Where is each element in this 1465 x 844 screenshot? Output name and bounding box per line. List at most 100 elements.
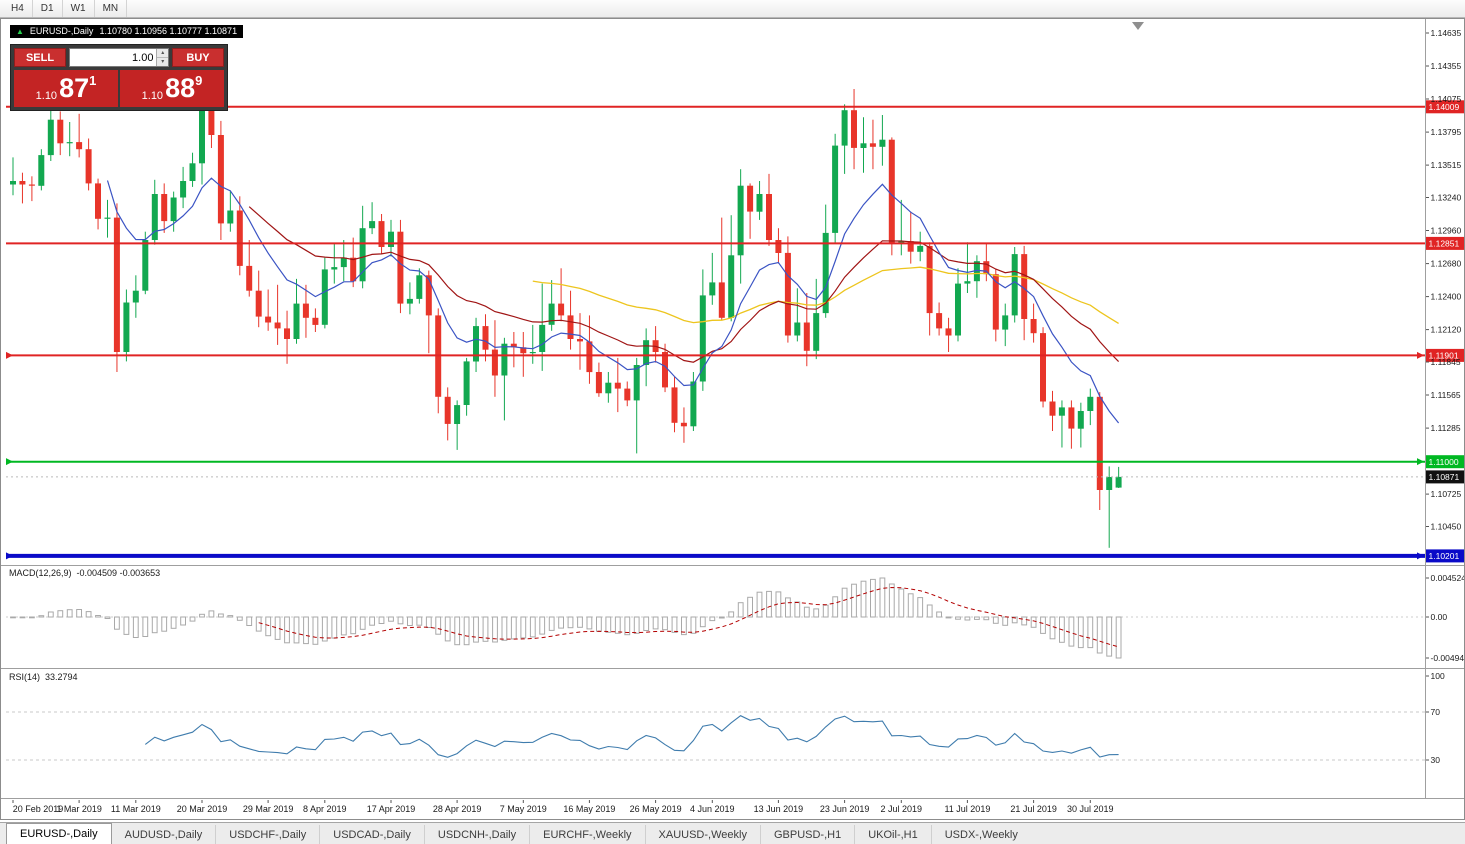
tab-eurchf-weekly[interactable]: EURCHF-,Weekly	[529, 825, 644, 844]
candle-body	[180, 181, 187, 198]
candle-body	[170, 197, 177, 222]
candle-body	[265, 316, 272, 323]
macd-bar	[435, 616, 442, 635]
tab-eurusd-daily[interactable]: EURUSD-,Daily	[6, 823, 112, 844]
price-axis-label: 1.13795	[1431, 127, 1462, 137]
macd-bar	[652, 616, 659, 630]
macd-bar	[255, 616, 262, 632]
candle-body	[236, 210, 243, 266]
current-price-tag: 1.10871	[1425, 470, 1465, 484]
candle-body	[945, 328, 952, 336]
date-axis-label: 20 Feb 2019	[13, 804, 64, 814]
macd-bar	[690, 616, 697, 634]
timeframe-d1-button[interactable]: D1	[33, 0, 63, 17]
macd-bar	[586, 616, 593, 630]
candle-body	[1049, 401, 1056, 416]
macd-axis-label: 0.00	[1431, 612, 1448, 622]
bid-price-display[interactable]: 1.10 87 1	[14, 70, 118, 107]
candle-body	[293, 303, 300, 339]
tab-usdcad-daily[interactable]: USDCAD-,Daily	[319, 825, 424, 844]
macd-bar	[785, 597, 791, 618]
candle-body	[917, 245, 924, 252]
macd-bar	[66, 609, 73, 618]
rsi-axis-label: 100	[1431, 671, 1445, 681]
price-tag-text: 1.11000	[1429, 457, 1459, 467]
volume-box: ▴ ▾	[69, 48, 169, 67]
sell-button[interactable]: SELL	[14, 48, 66, 67]
date-axis-label: 28 Apr 2019	[433, 804, 482, 814]
macd-bar	[1049, 616, 1056, 640]
tab-usdcnh-daily[interactable]: USDCNH-,Daily	[423, 825, 529, 844]
candle-body	[132, 290, 139, 303]
volume-down-icon[interactable]: ▾	[157, 58, 168, 66]
tab-xauusd-weekly[interactable]: XAUUSD-,Weekly	[644, 825, 760, 844]
macd-bar	[728, 611, 735, 618]
macd-bar	[76, 609, 82, 618]
tab-usdx-weekly[interactable]: USDX-,Weekly	[930, 825, 1031, 844]
candle-body	[614, 382, 621, 389]
bid-prefix: 1.10	[35, 90, 58, 102]
macd-bar	[369, 616, 376, 626]
rsi-axis-label: 30	[1431, 755, 1441, 765]
date-axis-label: 21 Jul 2019	[1010, 804, 1057, 814]
macd-bar	[492, 616, 498, 643]
macd-bar	[95, 615, 101, 618]
price-tag-text: 1.10201	[1429, 551, 1460, 561]
macd-label: MACD(12,26,9) -0.004509 -0.003653	[9, 568, 160, 578]
candle-body	[936, 313, 943, 329]
candle-body	[123, 302, 130, 352]
date-axis-label: 30 Jul 2019	[1067, 804, 1114, 814]
macd-bar	[605, 616, 612, 633]
candle-body	[860, 143, 867, 148]
candle-body	[302, 303, 309, 318]
date-axis-label: 1 Mar 2019	[56, 804, 102, 814]
candle-body	[973, 261, 980, 282]
candle-body	[85, 149, 92, 184]
macd-bar	[208, 610, 215, 618]
price-axis-label: 1.14075	[1431, 94, 1462, 104]
candle-body	[47, 119, 54, 156]
date-axis-label: 16 May 2019	[563, 804, 615, 814]
timeframe-w1-button[interactable]: W1	[63, 0, 95, 17]
macd-bar	[227, 615, 234, 618]
price-tag-box	[1425, 455, 1465, 469]
date-axis-label: 11 Jul 2019	[944, 804, 990, 814]
macd-bar	[917, 597, 924, 618]
chart-tab-bar: EURUSD-,Daily AUDUSD-,Daily USDCHF-,Dail…	[0, 822, 1465, 844]
macd-bar	[19, 616, 26, 619]
timeframe-mn-button[interactable]: MN	[95, 0, 128, 17]
volume-input[interactable]	[70, 49, 157, 66]
tab-ukoil-h1[interactable]: UKOil-,H1	[854, 825, 931, 844]
rsi-line	[144, 715, 1119, 758]
timeframe-toolbar: H4 D1 W1 MN	[0, 0, 1465, 18]
line-right-arrow-icon	[1417, 552, 1424, 560]
tab-usdchf-daily[interactable]: USDCHF-,Daily	[215, 825, 319, 844]
timeframe-h4-button[interactable]: H4	[3, 0, 33, 17]
chart-shift-marker[interactable]	[1132, 22, 1144, 30]
macd-title: MACD(12,26,9)	[9, 568, 72, 578]
macd-bar	[1096, 616, 1103, 654]
candle-body	[907, 241, 914, 252]
candle-body	[955, 283, 961, 336]
ask-price-display[interactable]: 1.10 88 9	[120, 70, 224, 107]
volume-up-icon[interactable]: ▴	[157, 49, 168, 58]
macd-bar	[170, 616, 177, 629]
level-price-tag: 1.11901	[1425, 348, 1465, 362]
macd-bar	[992, 616, 999, 624]
buy-button[interactable]: BUY	[172, 48, 224, 67]
macd-bar	[983, 616, 990, 621]
line-right-arrow-icon	[1417, 458, 1424, 466]
macd-bar	[104, 616, 111, 619]
tab-gbpusd-h1[interactable]: GBPUSD-,H1	[759, 825, 854, 844]
macd-bar	[907, 593, 914, 618]
macd-bar	[567, 616, 574, 629]
macd-bar	[274, 616, 281, 640]
macd-bar	[974, 616, 980, 620]
price-axis-label: 1.11845	[1431, 357, 1461, 367]
macd-bar	[936, 611, 943, 618]
macd-bar	[293, 616, 300, 644]
tab-audusd-daily[interactable]: AUDUSD-,Daily	[124, 828, 203, 841]
candle-body	[255, 290, 262, 317]
macd-bar	[577, 616, 583, 628]
candle-body	[1002, 315, 1009, 330]
